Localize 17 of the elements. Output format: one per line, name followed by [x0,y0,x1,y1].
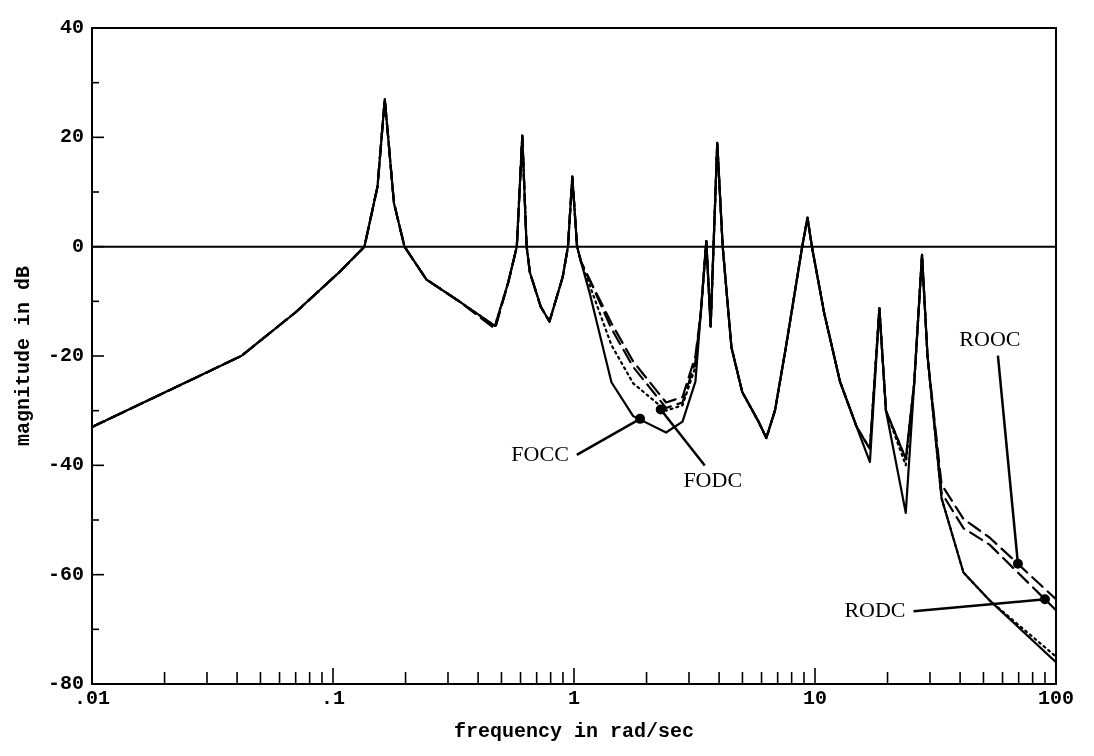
y-tick-label: 20 [59,125,85,149]
y-tick-label: -40 [47,453,85,477]
annotation: FOCC [511,440,569,466]
y-tick-label: 0 [71,234,85,258]
annotation: RODC [844,597,906,623]
x-tick-label: 10 [802,687,828,711]
y-tick-label: 40 [59,16,85,40]
annotation: ROOC [959,325,1021,351]
x-axis-title: frequency in rad/sec [453,720,695,744]
x-tick-label: 1 [568,687,581,711]
y-tick-label: -60 [47,562,85,586]
y-axis-title: magnitude in dB [12,265,36,447]
annotation: FODC [683,467,743,493]
y-tick-label: -80 [47,672,85,696]
x-tick-label: .1 [321,687,346,711]
x-tick-label: 100 [1037,687,1075,711]
y-tick-label: -20 [47,344,85,368]
